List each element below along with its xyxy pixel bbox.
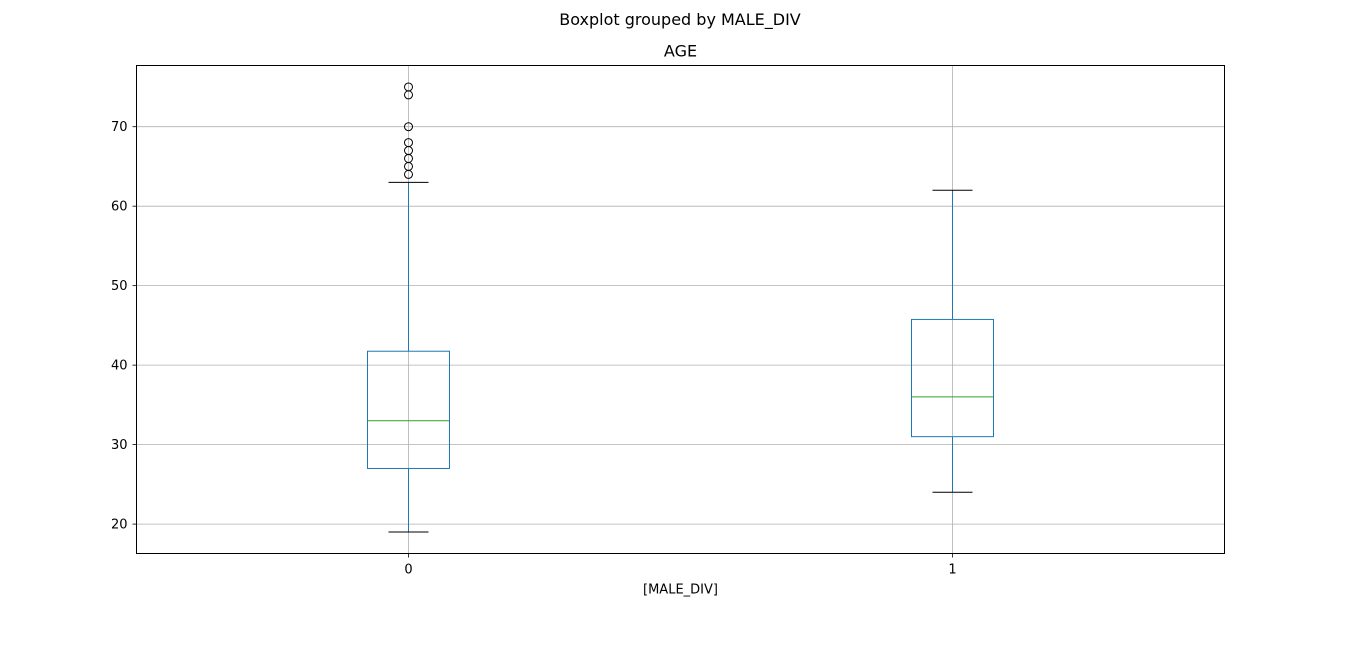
y-tick-label: 50 bbox=[111, 279, 128, 294]
outlier-point bbox=[404, 122, 413, 132]
iqr-box bbox=[367, 350, 450, 469]
y-tick-label: 20 bbox=[111, 518, 128, 533]
y-tick-label: 40 bbox=[111, 359, 128, 374]
x-axis-label: [MALE_DIV] bbox=[643, 583, 718, 598]
x-tick-label: 0 bbox=[404, 563, 412, 578]
axes-title: AGE bbox=[664, 42, 697, 61]
iqr-box bbox=[911, 318, 994, 438]
box-group-0 bbox=[367, 82, 450, 533]
box-layer bbox=[367, 82, 994, 533]
figure-suptitle: Boxplot grouped by MALE_DIV bbox=[559, 10, 801, 29]
outlier-point bbox=[404, 138, 413, 148]
y-tick-label: 70 bbox=[111, 120, 128, 135]
grid-layer bbox=[136, 65, 1225, 554]
y-tick-label: 30 bbox=[111, 438, 128, 453]
x-tick-label: 1 bbox=[948, 563, 956, 578]
axes-frame bbox=[136, 65, 1225, 554]
tick-layer: 20 30 40 50 60 70 0 1 bbox=[111, 120, 957, 577]
outlier-point bbox=[404, 82, 413, 92]
box-group-1 bbox=[911, 189, 994, 493]
y-tick-label: 60 bbox=[111, 200, 128, 215]
